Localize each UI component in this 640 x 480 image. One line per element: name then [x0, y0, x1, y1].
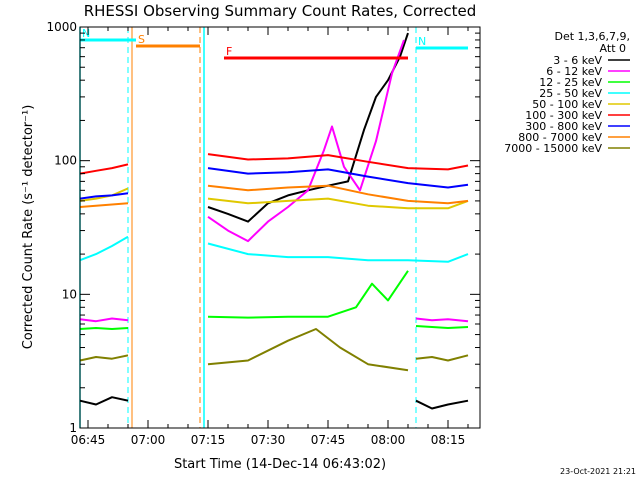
series-3-segment-1: [207, 242, 469, 263]
legend-header-attenuator: Att 0: [600, 42, 626, 55]
series-2-segment-2: [415, 325, 469, 329]
series-8-segment-2: [415, 354, 469, 362]
series-0-segment-1: [207, 32, 409, 223]
y-tick-label-3: 1000: [46, 20, 77, 34]
x-tick-label-6: 08:15: [431, 433, 466, 447]
series-0-segment-0: [79, 396, 129, 406]
x-tick-label-0: 06:45: [71, 433, 106, 447]
series-6-segment-1: [207, 167, 469, 189]
flag-label-0: S: [138, 33, 145, 46]
legend-label-1: 6 - 12 keV: [546, 65, 602, 78]
series-6-segment-0: [79, 192, 129, 200]
series-2-segment-1: [207, 270, 409, 319]
generation-timestamp: 23-Oct-2021 21:21: [560, 467, 636, 476]
series-4-segment-1: [207, 197, 469, 210]
flag-label-3: F: [226, 45, 232, 58]
series-2-segment-0: [79, 327, 129, 330]
series-5-segment-1: [207, 153, 469, 171]
x-axis-label: Start Time (14-Dec-14 06:43:02): [174, 457, 386, 472]
legend-label-4: 50 - 100 keV: [532, 98, 602, 111]
series-1-segment-1: [207, 39, 405, 243]
x-tick-label-3: 07:30: [251, 433, 286, 447]
x-tick-label-1: 07:00: [131, 433, 166, 447]
flag-label-1: N: [82, 27, 90, 40]
y-tick-label-2: 100: [54, 154, 77, 168]
interval-markers-layer: [79, 27, 417, 428]
flag-bars-layer: S N N F: [80, 27, 468, 60]
plot-frame: [79, 26, 481, 429]
series-8-segment-0: [79, 354, 129, 362]
legend-label-7: 800 - 7000 keV: [518, 131, 602, 144]
legend-label-2: 12 - 25 keV: [539, 76, 602, 89]
series-7-segment-1: [207, 184, 469, 205]
legend-label-6: 300 - 800 keV: [525, 120, 602, 133]
legend-label-0: 3 - 6 keV: [553, 54, 602, 67]
series-0-segment-2: [415, 399, 469, 410]
y-tick-label-1: 10: [62, 287, 77, 301]
x-tick-label-2: 07:15: [191, 433, 226, 447]
y-axis-label: Corrected Count Rate (s⁻¹ detector⁻¹): [21, 105, 36, 350]
axes-layer: 06:45 07:00 07:15 07:30 07:45 08:00 08:15 1 10 10…: [46, 20, 481, 447]
legend-label-5: 100 - 300 keV: [525, 109, 602, 122]
series-3-segment-0: [79, 235, 129, 262]
legend-label-8: 7000 - 15000 keV: [504, 142, 602, 155]
series-1-segment-2: [415, 317, 469, 323]
chart-title: RHESSI Observing Summary Count Rates, Co…: [84, 2, 477, 20]
series-5-segment-0: [79, 163, 129, 175]
x-tick-label-5: 08:00: [371, 433, 406, 447]
series-8-segment-1: [207, 328, 409, 372]
series-1-segment-0: [79, 317, 129, 323]
series-layer: [79, 32, 469, 410]
legend-header-detectors: Det 1,3,6,7,9,: [554, 30, 630, 43]
x-tick-label-4: 07:45: [311, 433, 346, 447]
legend-label-3: 25 - 50 keV: [539, 87, 602, 100]
series-7-segment-0: [79, 202, 129, 208]
y-tick-label-0: 1: [69, 421, 77, 435]
flag-label-2: N: [418, 35, 426, 48]
series-4-segment-0: [79, 187, 129, 202]
